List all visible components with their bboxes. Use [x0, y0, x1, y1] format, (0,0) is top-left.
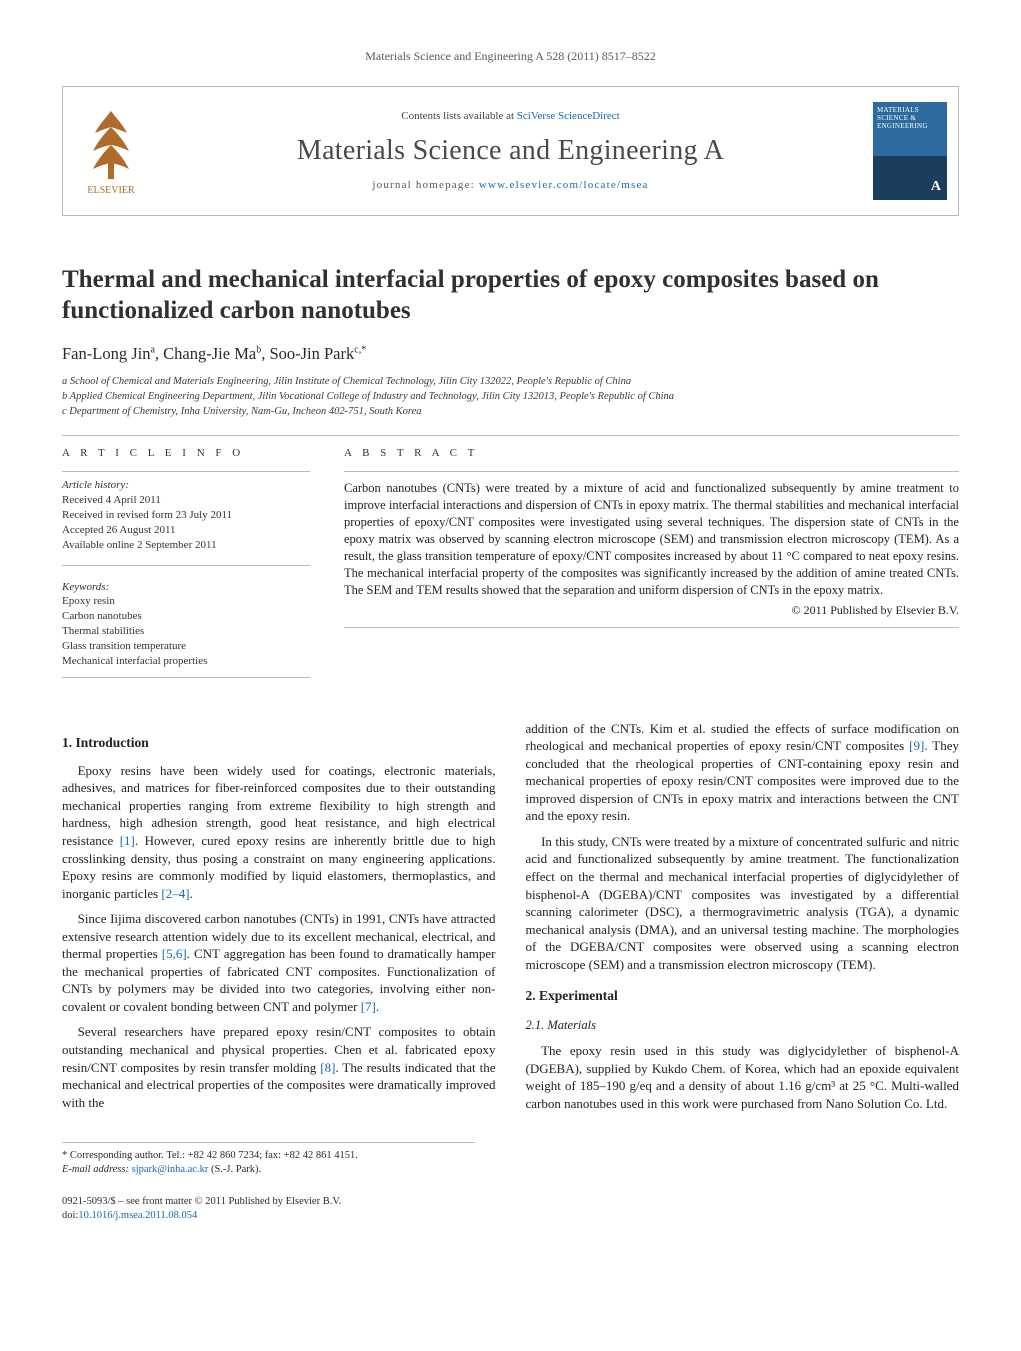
publisher-logo: ELSEVIER — [63, 87, 159, 215]
citation-link[interactable]: [1] — [120, 833, 135, 848]
journal-name: Materials Science and Engineering A — [297, 132, 724, 170]
keywords-head: Keywords: — [62, 580, 310, 595]
body-paragraph: Epoxy resins have been widely used for c… — [62, 762, 496, 902]
body-paragraph: The epoxy resin used in this study was d… — [526, 1042, 960, 1112]
divider — [344, 471, 959, 472]
abstract-label: A B S T R A C T — [344, 446, 959, 461]
history-item: Received in revised form 23 July 2011 — [62, 508, 310, 523]
sciencedirect-link[interactable]: SciVerse ScienceDirect — [517, 110, 620, 122]
citation-link[interactable]: [7] — [361, 999, 376, 1014]
affiliations: a School of Chemical and Materials Engin… — [62, 375, 959, 420]
citation-link[interactable]: [2–4] — [161, 886, 189, 901]
article-info-label: A R T I C L E I N F O — [62, 446, 310, 461]
abstract-copyright: © 2011 Published by Elsevier B.V. — [344, 602, 959, 618]
citation-link[interactable]: [5,6] — [162, 946, 187, 961]
journal-cover: MATERIALS SCIENCE & ENGINEERING A — [862, 87, 958, 215]
journal-cover-series: A — [931, 179, 941, 194]
abstract-block: A B S T R A C T Carbon nanotubes (CNTs) … — [344, 446, 959, 668]
doi-line: doi:10.1016/j.msea.2011.08.054 — [62, 1209, 959, 1223]
history-item: Available online 2 September 2011 — [62, 538, 310, 553]
divider — [62, 677, 310, 678]
subsection-heading-materials: 2.1. Materials — [526, 1017, 960, 1034]
publication-footer: 0921-5093/$ – see front matter © 2011 Pu… — [62, 1195, 959, 1223]
citation-link[interactable]: [9] — [909, 738, 924, 753]
body-paragraph: In this study, CNTs were treated by a mi… — [526, 833, 960, 973]
contents-available-line: Contents lists available at SciVerse Sci… — [401, 109, 619, 124]
affiliation: c Department of Chemistry, Inha Universi… — [62, 405, 959, 419]
keyword-item: Glass transition temperature — [62, 639, 310, 654]
citation-link[interactable]: [8] — [320, 1060, 335, 1075]
keyword-item: Thermal stabilities — [62, 624, 310, 639]
corresponding-author-line: * Corresponding author. Tel.: +82 42 860… — [62, 1149, 475, 1163]
journal-banner: ELSEVIER Contents lists available at Sci… — [62, 86, 959, 216]
divider — [344, 627, 959, 628]
history-item: Received 4 April 2011 — [62, 493, 310, 508]
corresponding-author-footnote: * Corresponding author. Tel.: +82 42 860… — [62, 1142, 475, 1177]
keyword-item: Mechanical interfacial properties — [62, 654, 310, 669]
section-heading-introduction: 1. Introduction — [62, 734, 496, 752]
history-item: Accepted 26 August 2011 — [62, 523, 310, 538]
info-abstract-row: A R T I C L E I N F O Article history: R… — [62, 446, 959, 668]
divider — [62, 435, 959, 436]
keyword-item: Carbon nanotubes — [62, 609, 310, 624]
article-info-block: A R T I C L E I N F O Article history: R… — [62, 446, 310, 668]
affiliation: a School of Chemical and Materials Engin… — [62, 375, 959, 389]
keywords: Epoxy resin Carbon nanotubes Thermal sta… — [62, 594, 310, 668]
affiliation: b Applied Chemical Engineering Departmen… — [62, 390, 959, 404]
divider — [62, 471, 310, 472]
front-matter-line: 0921-5093/$ – see front matter © 2011 Pu… — [62, 1195, 959, 1209]
journal-homepage-line: journal homepage: www.elsevier.com/locat… — [372, 178, 648, 193]
banner-center: Contents lists available at SciVerse Sci… — [159, 87, 862, 215]
article-body: 1. Introduction Epoxy resins have been w… — [62, 720, 959, 1120]
article-history-head: Article history: — [62, 478, 310, 493]
divider — [62, 565, 310, 566]
article-history: Received 4 April 2011 Received in revise… — [62, 493, 310, 552]
body-paragraph: Since Iijima discovered carbon nanotubes… — [62, 910, 496, 1015]
contents-prefix: Contents lists available at — [401, 110, 516, 122]
homepage-prefix: journal homepage: — [372, 179, 479, 191]
elsevier-tree-icon: ELSEVIER — [75, 103, 147, 199]
author-line: Fan-Long Jina, Chang-Jie Mab, Soo-Jin Pa… — [62, 343, 959, 365]
article-title: Thermal and mechanical interfacial prope… — [62, 264, 959, 327]
section-heading-experimental: 2. Experimental — [526, 987, 960, 1005]
corresponding-email-line: E-mail address: sjpark@inha.ac.kr (S.-J.… — [62, 1163, 475, 1177]
keyword-item: Epoxy resin — [62, 594, 310, 609]
body-paragraph: Several researchers have prepared epoxy … — [62, 1023, 496, 1111]
publisher-logo-text: ELSEVIER — [87, 185, 135, 196]
running-header: Materials Science and Engineering A 528 … — [62, 48, 959, 64]
journal-homepage-link[interactable]: www.elsevier.com/locate/msea — [479, 179, 649, 191]
corresponding-email-link[interactable]: sjpark@inha.ac.kr — [132, 1164, 209, 1175]
doi-link[interactable]: 10.1016/j.msea.2011.08.054 — [78, 1210, 197, 1221]
journal-cover-title: MATERIALS SCIENCE & ENGINEERING — [877, 107, 943, 130]
abstract-text: Carbon nanotubes (CNTs) were treated by … — [344, 480, 959, 598]
body-paragraph: addition of the CNTs. Kim et al. studied… — [526, 720, 960, 825]
